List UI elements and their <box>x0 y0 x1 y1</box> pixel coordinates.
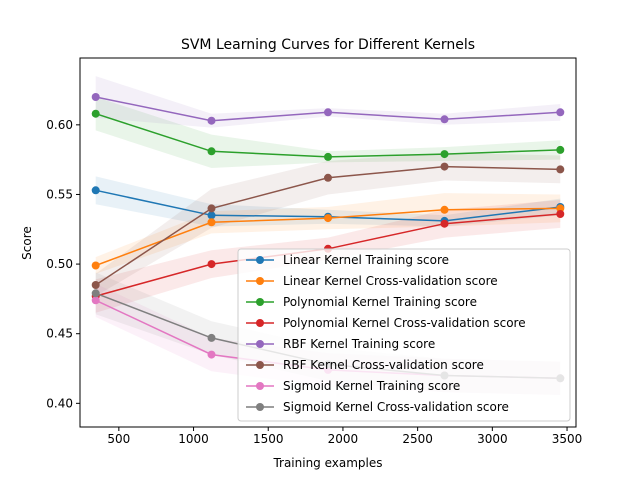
series-0-point-1 <box>207 211 216 220</box>
series-6-point-0 <box>91 296 100 305</box>
series-5-point-1 <box>207 204 216 213</box>
x-axis-label: Training examples <box>272 456 382 470</box>
legend-marker-1 <box>256 277 264 285</box>
series-3-point-4 <box>556 210 565 218</box>
legend-marker-5 <box>256 361 264 369</box>
legend-label-3: Polynomial Kernel Cross-validation score <box>283 316 526 330</box>
y-axis-label: Score <box>20 226 34 260</box>
y-tick-label-3: 0.55 <box>46 187 73 201</box>
series-3-point-3 <box>440 219 449 228</box>
legend-marker-4 <box>256 340 264 348</box>
x-tick-label-6: 3500 <box>552 432 583 446</box>
legend: Linear Kernel Training score Linear Kerne… <box>237 248 571 422</box>
plot-area-frame <box>79 57 577 428</box>
legend-marker-7 <box>256 403 264 411</box>
series-1-point-0 <box>91 261 100 270</box>
series-2-point-3 <box>440 150 449 159</box>
series-5-point-0 <box>91 281 100 289</box>
series-2-point-4 <box>556 145 565 154</box>
chart-title: SVM Learning Curves for Different Kernel… <box>181 37 475 53</box>
series-2-point-2 <box>324 152 332 161</box>
series-6-point-1 <box>207 350 216 359</box>
y-tick-label-1: 0.45 <box>46 327 73 341</box>
series-1-point-1 <box>207 218 216 227</box>
series-0-point-0 <box>91 186 100 195</box>
y-tick-label-4: 0.60 <box>46 118 73 132</box>
series-4-band <box>95 76 561 128</box>
x-axis-ticks: 500 1000 1500 2000 2500 3000 3500 <box>107 427 582 446</box>
legend-marker-3 <box>256 319 264 327</box>
series-1-point-4 <box>556 204 565 213</box>
series-1-point-3 <box>440 205 449 214</box>
legend-label-7: Sigmoid Kernel Cross-validation score <box>283 400 509 414</box>
series-7-point-0 <box>91 289 100 298</box>
legend-box <box>237 248 571 422</box>
x-tick-label-0: 500 <box>107 432 130 446</box>
x-tick-label-3: 2000 <box>328 432 359 446</box>
series-2-point-0 <box>91 109 100 118</box>
series-points <box>91 93 565 383</box>
x-tick-label-5: 3000 <box>477 432 508 446</box>
x-tick-label-2: 1500 <box>253 432 284 446</box>
series-2-point-1 <box>207 147 216 156</box>
series-4-point-4 <box>556 108 565 117</box>
legend-marker-6 <box>256 382 264 390</box>
series-4-point-1 <box>207 116 216 125</box>
series-4-point-3 <box>440 115 449 124</box>
legend-label-2: Polynomial Kernel Training score <box>283 295 477 309</box>
legend-label-6: Sigmoid Kernel Training score <box>283 379 460 393</box>
series-3-point-1 <box>207 260 216 269</box>
legend-label-4: RBF Kernel Training score <box>283 337 435 351</box>
series-4-point-0 <box>91 93 100 101</box>
series-5-point-2 <box>324 173 332 182</box>
legend-label-5: RBF Kernel Cross-validation score <box>283 358 484 372</box>
x-tick-label-1: 1000 <box>178 432 209 446</box>
x-tick-label-4: 2500 <box>402 432 433 446</box>
series-4-point-2 <box>324 108 332 117</box>
y-axis-ticks: 0.40 0.45 0.50 0.55 0.60 <box>46 118 80 410</box>
legend-label-0: Linear Kernel Training score <box>283 253 449 267</box>
series-5-point-3 <box>440 162 449 171</box>
series-7-point-1 <box>207 333 216 342</box>
series-1-point-2 <box>324 214 332 223</box>
legend-marker-0 <box>256 256 264 264</box>
legend-label-1: Linear Kernel Cross-validation score <box>283 274 498 288</box>
legend-marker-2 <box>256 298 264 306</box>
y-tick-label-0: 0.40 <box>46 396 73 410</box>
series-5-point-4 <box>556 165 565 174</box>
y-tick-label-2: 0.50 <box>46 257 73 271</box>
